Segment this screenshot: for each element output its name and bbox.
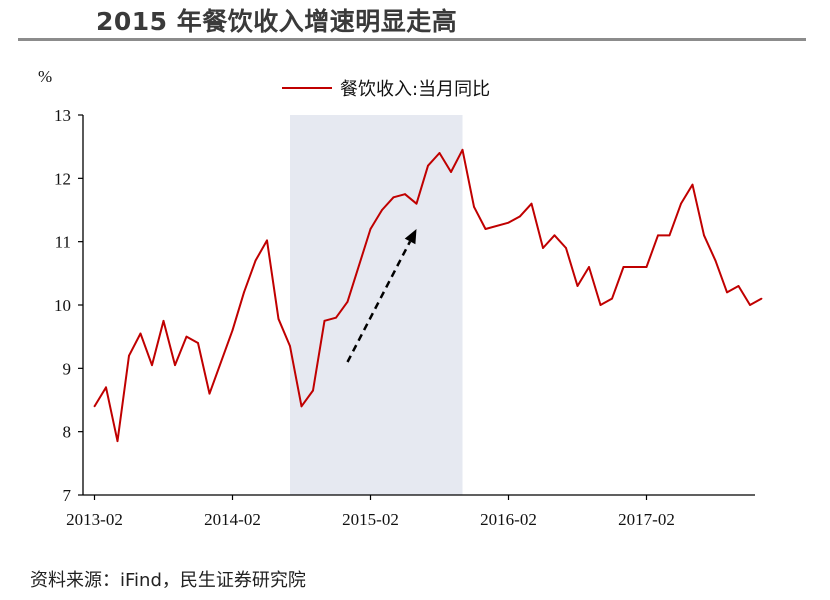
data-point xyxy=(427,164,429,167)
y-tick-label: 8 xyxy=(63,423,72,442)
data-point xyxy=(737,285,740,287)
arrow-shaft xyxy=(346,240,412,363)
data-point xyxy=(703,234,705,237)
data-point xyxy=(553,234,556,237)
data-point xyxy=(162,319,165,322)
data-point xyxy=(450,171,452,173)
x-tick-label: 2015-02 xyxy=(342,510,399,529)
data-point xyxy=(749,304,751,306)
data-point xyxy=(461,148,464,151)
legend-label: 餐饮收入:当月同比 xyxy=(340,79,490,100)
data-point xyxy=(346,300,349,303)
data-point xyxy=(151,364,153,367)
data-point xyxy=(335,316,337,319)
data-point xyxy=(369,228,372,230)
title-divider xyxy=(18,38,806,41)
data-point xyxy=(105,386,107,389)
data-point xyxy=(300,405,303,408)
data-point xyxy=(323,319,326,322)
data-point xyxy=(438,152,441,154)
data-point xyxy=(668,234,671,237)
y-tick-label: 11 xyxy=(55,233,71,252)
x-tick-label: 2017-02 xyxy=(618,510,675,529)
data-point xyxy=(576,285,579,287)
data-point xyxy=(530,202,533,205)
y-tick-label: 10 xyxy=(54,296,71,315)
y-unit-label: % xyxy=(38,67,52,86)
data-point xyxy=(691,183,694,186)
data-point xyxy=(289,345,291,348)
series-points xyxy=(93,148,763,443)
data-point xyxy=(139,332,142,335)
data-point xyxy=(680,202,682,205)
data-point xyxy=(174,364,176,367)
x-tick-label: 2016-02 xyxy=(480,510,537,529)
data-point xyxy=(392,196,395,199)
data-point xyxy=(611,297,613,300)
line-chart: 7 8 9 10 11 12 13 2013-02 2014-02 2015-02 2016-02 2… xyxy=(38,67,763,529)
data-point xyxy=(622,266,625,268)
data-point xyxy=(197,342,199,344)
data-point xyxy=(93,405,96,408)
y-tick-label: 13 xyxy=(54,106,71,125)
data-point xyxy=(588,266,590,268)
data-point xyxy=(243,291,245,294)
data-point xyxy=(254,259,257,262)
data-point xyxy=(116,440,119,443)
data-point xyxy=(645,266,648,268)
y-tick-label: 12 xyxy=(54,169,71,188)
data-point xyxy=(726,291,728,294)
data-point xyxy=(760,297,763,300)
data-point xyxy=(599,304,602,306)
data-point xyxy=(473,205,475,208)
data-point xyxy=(507,221,510,224)
data-point xyxy=(277,318,280,320)
chart-axes: 7 8 9 10 11 12 13 2013-02 2014-02 2015-02 2016-02 2… xyxy=(54,106,755,529)
data-point xyxy=(415,202,418,205)
legend: 餐饮收入:当月同比 xyxy=(282,79,490,100)
data-point xyxy=(657,234,659,237)
x-tick-label: 2013-02 xyxy=(66,510,123,529)
data-point xyxy=(404,193,406,196)
data-point xyxy=(266,239,268,242)
trend-arrow xyxy=(346,229,417,363)
data-point xyxy=(565,247,567,249)
page-title: 2015 年餐饮收入增速明显走高 xyxy=(96,7,458,36)
x-tick-label: 2014-02 xyxy=(204,510,261,529)
data-point xyxy=(231,329,234,332)
arrow-head xyxy=(404,229,417,245)
data-point xyxy=(128,354,130,357)
data-point xyxy=(714,259,717,262)
data-point xyxy=(381,209,383,211)
y-tick-label: 9 xyxy=(63,359,72,378)
data-point xyxy=(312,389,314,392)
source-note: 资料来源：iFind，民生证券研究院 xyxy=(30,570,306,591)
data-point xyxy=(542,247,544,249)
y-tick-label: 7 xyxy=(63,486,72,505)
data-point xyxy=(185,335,188,338)
data-point xyxy=(208,392,211,395)
data-point xyxy=(519,215,521,218)
data-point xyxy=(484,228,487,230)
